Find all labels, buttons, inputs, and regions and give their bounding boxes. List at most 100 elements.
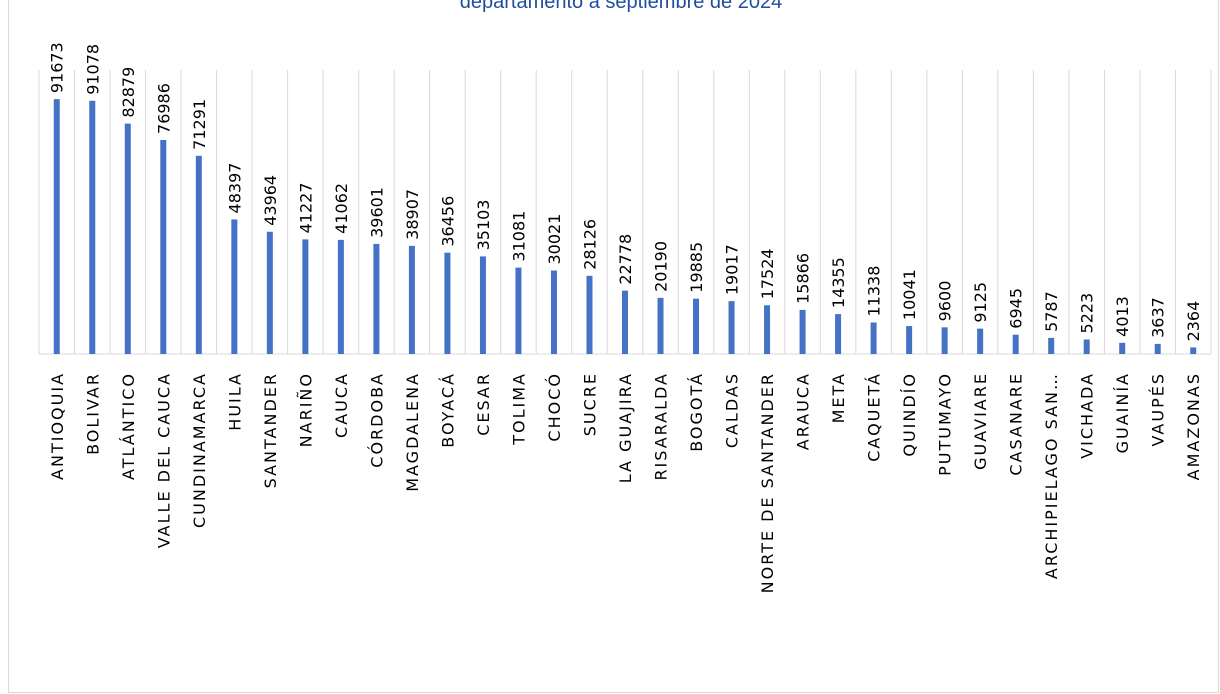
bar: [302, 239, 309, 354]
gridlines: [38, 70, 1212, 354]
data-label: 14355: [829, 257, 848, 308]
bar: [444, 252, 451, 354]
category-label: CALDAS: [723, 372, 742, 448]
bar: [693, 298, 700, 354]
bar: [657, 297, 664, 354]
data-labels: 91673 91078 82879 76986 71291 48397 43964 41227…: [48, 42, 1203, 341]
category-label: CASANARE: [1007, 372, 1026, 476]
category-label: PUTUMAYO: [936, 372, 955, 476]
category-label: LA GUAJIRA: [616, 372, 635, 483]
data-label: 2364: [1184, 301, 1203, 342]
category-label: BOLIVAR: [83, 372, 102, 455]
bar: [89, 100, 96, 354]
bar: [550, 270, 557, 354]
bar: [906, 326, 913, 354]
category-label: BOYACÁ: [438, 372, 457, 448]
category-label: ARAUCA: [794, 372, 813, 450]
bar: [479, 256, 486, 354]
bars: [53, 99, 1197, 355]
data-label: 10041: [900, 269, 919, 320]
category-label: HUILA: [225, 372, 244, 431]
category-label: CÓRDOBA: [367, 372, 386, 468]
category-label: CAUCA: [332, 372, 351, 438]
data-label: 9600: [936, 281, 955, 322]
bar: [622, 290, 628, 354]
data-label: 48397: [225, 163, 244, 214]
data-label: 91078: [83, 44, 102, 95]
data-label: 9125: [971, 282, 990, 323]
category-label: CHOCÓ: [545, 372, 564, 442]
bar: [799, 309, 806, 354]
data-label: 35103: [474, 200, 493, 251]
bar: [124, 123, 131, 355]
category-label: BOGOTÁ: [687, 372, 706, 452]
category-label: CAQUETÁ: [865, 372, 884, 462]
data-label: 39601: [367, 187, 386, 238]
category-label: VALLE DEL CAUCA: [154, 372, 173, 548]
data-label: 82879: [119, 67, 138, 118]
bar: [835, 314, 842, 354]
bar-chart: 91673 91078 82879 76986 71291 48397 43964 41227…: [38, 0, 1212, 593]
bar: [231, 219, 238, 354]
data-label: 6945: [1007, 288, 1026, 329]
bar: [195, 155, 202, 354]
data-label: 3637: [1149, 297, 1168, 338]
data-label: 17524: [758, 248, 777, 299]
bar: [1154, 343, 1161, 354]
chart-frame: 91673 91078 82879 76986 71291 48397 43964 41227…: [8, 0, 1219, 693]
bar: [941, 327, 948, 354]
category-label: CUNDINAMARCA: [190, 372, 209, 528]
category-label: GUAVIARE: [971, 372, 990, 470]
data-label: 71291: [190, 99, 209, 150]
category-label: VAUPÉS: [1149, 372, 1168, 447]
bar: [977, 328, 984, 354]
category-label: NARIÑO: [296, 372, 315, 447]
bar: [1012, 334, 1019, 354]
category-label: GUAINÍA: [1113, 372, 1132, 453]
data-label: 91673: [48, 42, 67, 93]
data-label: 15866: [794, 253, 813, 304]
bar: [870, 322, 877, 354]
bar: [1083, 339, 1090, 354]
category-label: SUCRE: [580, 372, 599, 436]
category-label: META: [829, 372, 848, 423]
chart-title: departamento a septiembre de 2024: [460, 0, 782, 13]
data-label: 36456: [438, 196, 457, 247]
data-label: 30021: [545, 214, 564, 265]
bar: [337, 239, 344, 354]
data-label: 41227: [296, 182, 315, 233]
data-label: 28126: [580, 219, 599, 270]
category-label: SANTANDER: [261, 372, 280, 488]
category-label: TOLIMA: [509, 372, 528, 446]
data-label: 4013: [1113, 296, 1132, 337]
category-label: NORTE DE SANTANDER: [758, 372, 777, 593]
bar: [728, 301, 735, 354]
data-label: 5223: [1078, 293, 1097, 334]
category-label: MAGDALENA: [403, 372, 422, 492]
category-labels: ANTIOQUIA BOLIVAR ATLÁNTICO VALLE DEL CAUCA…: [48, 372, 1203, 593]
bar: [1119, 342, 1126, 354]
data-label: 19885: [687, 242, 706, 293]
category-label: AMAZONAS: [1184, 372, 1203, 480]
bar: [266, 231, 273, 354]
data-label: 5787: [1042, 291, 1061, 332]
data-label: 76986: [154, 83, 173, 134]
bar: [53, 99, 60, 354]
data-label: 19017: [723, 244, 742, 295]
category-label: CESAR: [474, 372, 493, 436]
category-label: VICHADA: [1078, 372, 1097, 459]
bar: [373, 243, 380, 354]
data-label: 38907: [403, 189, 422, 240]
category-label: RISARALDA: [652, 372, 671, 481]
data-label: 41062: [332, 183, 351, 234]
data-label: 43964: [261, 175, 280, 226]
data-label: 11338: [865, 266, 884, 317]
category-label: ANTIOQUIA: [48, 372, 67, 480]
bar: [515, 267, 522, 354]
data-label: 20190: [652, 241, 671, 292]
bar: [1048, 337, 1055, 354]
data-label: 31081: [509, 211, 528, 262]
category-label: QUINDÍO: [900, 372, 919, 457]
bar: [764, 305, 771, 354]
bar: [408, 245, 415, 354]
